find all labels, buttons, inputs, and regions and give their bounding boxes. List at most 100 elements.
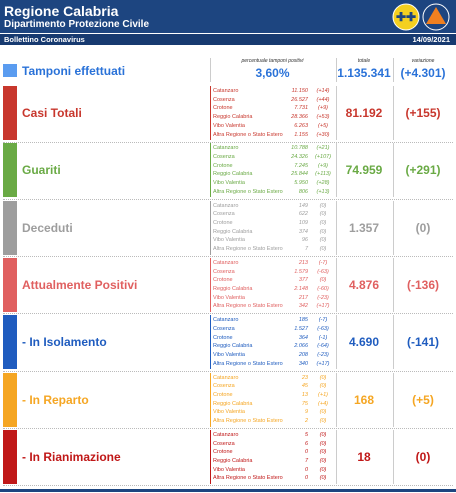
province-change: (0) bbox=[319, 202, 327, 209]
province-change: (0) bbox=[319, 466, 327, 473]
separator bbox=[393, 257, 394, 312]
province-box bbox=[210, 143, 337, 198]
province-name: Reggio Calabria bbox=[213, 114, 253, 121]
province-name: Catanzaro bbox=[213, 202, 239, 209]
province-value: 26.527 bbox=[291, 96, 308, 103]
province-change: (-23) bbox=[317, 352, 329, 358]
province-change: (0) bbox=[319, 220, 327, 226]
province-change: (+113) bbox=[315, 171, 331, 178]
section-change: (+155) bbox=[405, 106, 441, 120]
province-value: 340 bbox=[298, 360, 308, 367]
province-box bbox=[210, 429, 337, 484]
province-change: (+4) bbox=[318, 400, 328, 407]
separator bbox=[393, 429, 394, 484]
section-title: - In Isolamento bbox=[22, 335, 107, 350]
province-name: Vibo Valentia bbox=[213, 409, 245, 416]
section-block bbox=[3, 200, 17, 255]
province-value: 24.326 bbox=[291, 154, 308, 160]
province-value: 185 bbox=[298, 317, 308, 324]
province-name: Catanzaro bbox=[213, 431, 239, 438]
province-value: 0 bbox=[304, 475, 308, 482]
province-value: 5.950 bbox=[294, 180, 308, 187]
province-name: Crotone bbox=[213, 220, 233, 226]
province-name: Vibo Valentia bbox=[213, 122, 245, 129]
province-change: (0) bbox=[319, 449, 327, 456]
province-name: Catanzaro bbox=[213, 374, 239, 381]
province-name: Catanzaro bbox=[213, 259, 239, 266]
province-name: Crotone bbox=[213, 162, 233, 169]
province-value: 217 bbox=[298, 294, 308, 301]
bulletin-label: Bollettino Coronavirus bbox=[4, 35, 85, 44]
section-title: - In Rianimazione bbox=[22, 449, 121, 464]
province-change: (0) bbox=[319, 237, 327, 244]
province-change: (+44) bbox=[316, 96, 330, 103]
province-value: 7.731 bbox=[294, 105, 308, 112]
province-box bbox=[210, 86, 337, 140]
section-change: (0) bbox=[415, 449, 431, 464]
section-block bbox=[3, 429, 17, 484]
province-change: (+5) bbox=[318, 122, 328, 129]
section-total: 4.876 bbox=[348, 277, 380, 292]
province-name: Altra Regione o Stato Estero bbox=[213, 303, 283, 310]
province-name: Vibo Valentia bbox=[213, 466, 245, 473]
province-change: (+53) bbox=[316, 114, 330, 121]
section-change: (0) bbox=[415, 220, 431, 235]
province-name: Vibo Valentia bbox=[213, 180, 245, 187]
province-box bbox=[210, 372, 337, 427]
separator bbox=[393, 86, 394, 140]
section-block bbox=[3, 143, 17, 198]
province-value: 0 bbox=[304, 449, 308, 456]
province-change: (-1) bbox=[318, 334, 328, 341]
province-name: Crotone bbox=[213, 105, 233, 112]
province-value: 2 bbox=[304, 418, 308, 424]
province-value: 377 bbox=[298, 277, 308, 284]
province-name: Crotone bbox=[213, 334, 233, 341]
province-change: (-63) bbox=[317, 325, 329, 332]
province-value: 28.366 bbox=[291, 114, 308, 121]
province-name: Crotone bbox=[213, 277, 233, 284]
province-change: (+17) bbox=[316, 360, 330, 367]
header-title: Regione Calabria bbox=[4, 3, 119, 19]
province-name: Altra Regione o Stato Estero bbox=[213, 418, 283, 424]
province-value: 2.148 bbox=[294, 286, 308, 292]
province-name: Altra Regione o Stato Estero bbox=[213, 188, 283, 195]
province-value: 7 bbox=[304, 457, 308, 464]
row-divider bbox=[3, 256, 453, 258]
section-change: (-141) bbox=[406, 335, 439, 350]
subheader-bar bbox=[0, 34, 456, 45]
province-name: Cosenza bbox=[213, 268, 235, 275]
province-change: (+14) bbox=[316, 88, 330, 94]
province-name: Crotone bbox=[213, 449, 233, 456]
province-name: Cosenza bbox=[213, 383, 235, 390]
province-name: Cosenza bbox=[213, 96, 235, 103]
province-change: (0) bbox=[319, 418, 327, 424]
separator bbox=[393, 58, 394, 82]
province-change: (-63) bbox=[317, 268, 329, 275]
province-value: 25.844 bbox=[291, 171, 308, 178]
province-change: (-23) bbox=[317, 294, 329, 301]
province-box bbox=[210, 315, 337, 370]
section-title: Casi Totali bbox=[22, 106, 82, 120]
province-box bbox=[210, 200, 337, 255]
province-change: (0) bbox=[319, 431, 327, 438]
province-value: 10.788 bbox=[291, 145, 308, 152]
separator bbox=[393, 200, 394, 255]
province-value: 0 bbox=[304, 466, 308, 473]
province-change: (0) bbox=[319, 440, 327, 447]
percent-value: 3,60% bbox=[255, 66, 290, 80]
province-value: 374 bbox=[298, 228, 308, 235]
province-value: 45 bbox=[301, 383, 308, 390]
province-value: 13 bbox=[301, 391, 308, 398]
province-change: (0) bbox=[319, 475, 327, 482]
province-value: 11.150 bbox=[291, 88, 308, 94]
province-value: 96 bbox=[301, 237, 308, 244]
percent-label: percentuale tamponi positivi bbox=[241, 58, 304, 64]
total-value: 1.135.341 bbox=[337, 66, 391, 80]
header-bar bbox=[0, 0, 456, 33]
province-name: Reggio Calabria bbox=[213, 228, 253, 235]
section-total: 4.690 bbox=[348, 335, 380, 350]
province-change: (+30) bbox=[316, 131, 330, 138]
section-title: Guariti bbox=[22, 163, 61, 178]
province-value: 5 bbox=[304, 431, 308, 438]
svg-text:✚✚: ✚✚ bbox=[396, 10, 416, 24]
